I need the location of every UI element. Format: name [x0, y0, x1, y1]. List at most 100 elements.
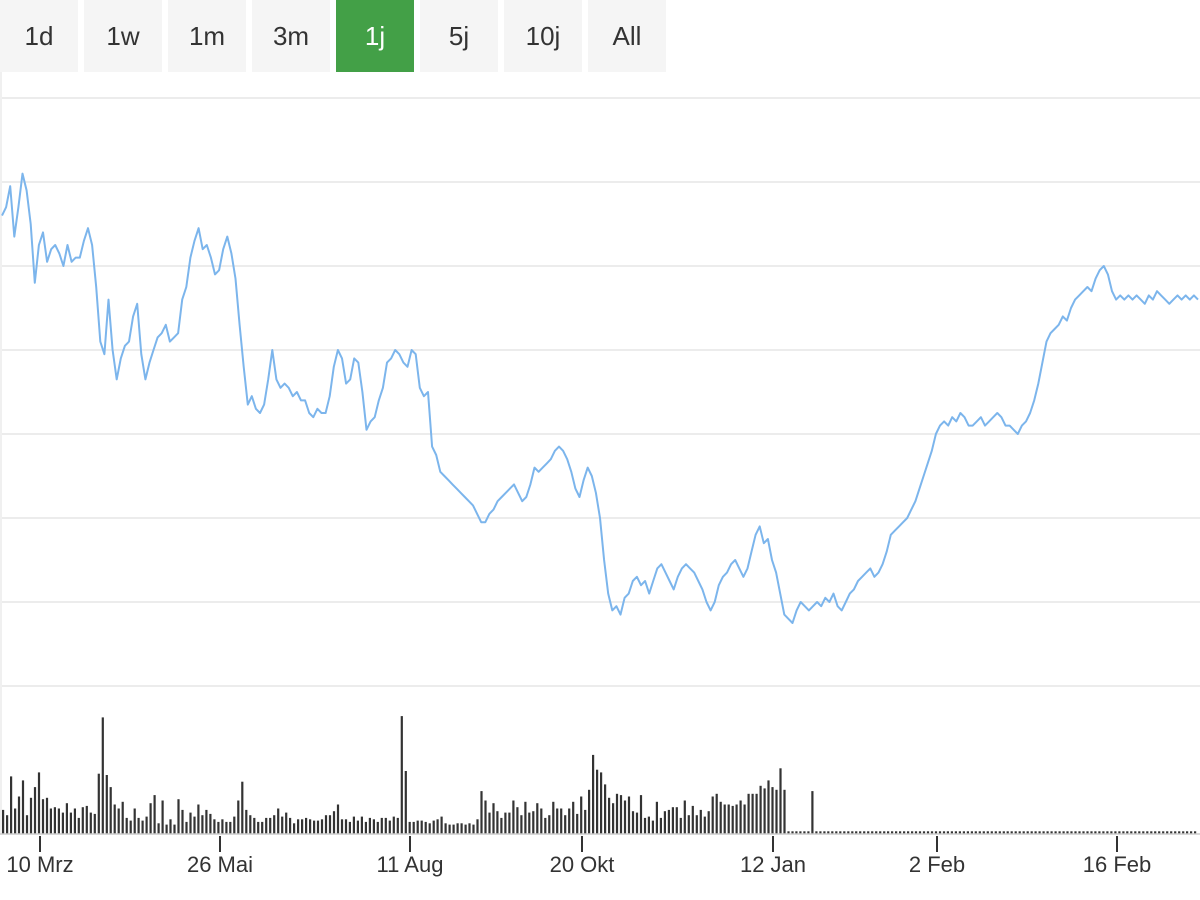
volume-bar — [1010, 831, 1013, 834]
volume-bar — [1186, 831, 1189, 834]
range-button-1w[interactable]: 1w — [84, 0, 162, 72]
volume-bar — [392, 816, 395, 834]
volume-bar — [528, 812, 531, 834]
volume-bar — [532, 811, 535, 834]
volume-bar — [743, 804, 746, 834]
volume-bar — [109, 787, 112, 834]
volume-bar — [938, 831, 942, 834]
volume-bar — [767, 780, 770, 834]
volume-bar — [269, 817, 272, 834]
volume-bar — [1098, 831, 1101, 834]
volume-bar — [181, 809, 184, 834]
volume-bar — [500, 817, 503, 834]
volume-bar — [934, 831, 938, 834]
volume-bar — [201, 815, 204, 834]
volume-bars — [2, 716, 1197, 834]
volume-bar — [1094, 831, 1097, 834]
volume-bar — [735, 804, 738, 834]
volume-bar — [448, 824, 451, 834]
volume-bar — [1038, 831, 1041, 834]
volume-bar — [552, 801, 555, 834]
volume-bar — [464, 824, 467, 834]
range-button-5j[interactable]: 5j — [420, 0, 498, 72]
range-button-1j[interactable]: 1j — [336, 0, 414, 72]
volume-bar — [313, 820, 316, 834]
volume-bar — [783, 789, 786, 834]
volume-bar — [958, 831, 961, 834]
range-button-1m[interactable]: 1m — [168, 0, 246, 72]
volume-bar — [93, 813, 96, 834]
volume-bar — [456, 823, 459, 834]
volume-bar — [1126, 831, 1129, 834]
volume-bar — [468, 823, 471, 834]
range-button-3m[interactable]: 3m — [252, 0, 330, 72]
volume-bar — [105, 775, 108, 834]
volume-bar — [612, 803, 615, 834]
volume-bar — [1050, 831, 1053, 834]
volume-bar — [623, 800, 627, 834]
volume-bar — [831, 831, 834, 834]
volume-bar — [1058, 831, 1061, 834]
volume-bar — [145, 816, 148, 834]
volume-bar — [14, 808, 17, 834]
volume-bar — [588, 789, 591, 834]
volume-bar — [847, 831, 850, 834]
x-tick-label: 11 Aug — [377, 852, 444, 877]
volume-bar — [436, 819, 439, 834]
volume-bar — [715, 793, 718, 834]
volume-bar — [727, 804, 730, 834]
volume-bar — [1182, 831, 1185, 834]
volume-bar — [69, 812, 72, 834]
volume-bar — [990, 831, 993, 834]
volume-bar — [277, 808, 280, 834]
range-button-1d[interactable]: 1d — [0, 0, 78, 72]
volume-bar — [1114, 831, 1117, 834]
volume-bar — [731, 805, 734, 834]
volume-bar — [428, 823, 431, 834]
volume-bar — [907, 831, 910, 834]
volume-bar — [1118, 831, 1121, 834]
volume-bar — [197, 804, 200, 834]
volume-bar — [293, 823, 296, 834]
volume-bar — [1106, 831, 1109, 834]
volume-bar — [424, 821, 427, 834]
volume-bar — [285, 812, 288, 834]
volume-bar — [484, 800, 487, 834]
volume-bar — [823, 831, 826, 834]
volume-bar — [45, 797, 49, 834]
x-tick-label: 16 Feb — [1083, 852, 1152, 877]
volume-bar — [368, 817, 371, 834]
volume-bar — [779, 768, 782, 834]
volume-bar — [301, 819, 304, 834]
volume-bar — [639, 795, 643, 834]
volume-bar — [807, 831, 810, 834]
volume-bar — [289, 817, 292, 834]
volume-bar — [580, 796, 583, 834]
volume-bar — [37, 772, 41, 834]
chart-gridlines — [0, 72, 1200, 834]
volume-bar — [891, 831, 894, 834]
x-tick-label: 2 Feb — [909, 852, 965, 877]
volume-bar — [384, 817, 387, 834]
volume-bar — [1062, 831, 1065, 834]
volume-bar — [679, 817, 682, 834]
volume-bar — [241, 781, 244, 834]
volume-bar — [819, 831, 822, 834]
volume-bar — [496, 811, 499, 834]
volume-bar — [460, 823, 463, 834]
volume-bar — [556, 808, 559, 834]
volume-bar — [273, 815, 276, 834]
volume-bar — [791, 831, 794, 834]
volume-bar — [29, 797, 33, 834]
range-button-10j[interactable]: 10j — [504, 0, 582, 72]
volume-bar — [608, 797, 611, 834]
volume-bar — [352, 816, 355, 834]
volume-bar — [472, 824, 475, 834]
volume-bar — [360, 816, 363, 834]
range-button-All[interactable]: All — [588, 0, 666, 72]
volume-bar — [918, 831, 922, 834]
volume-bar — [1170, 831, 1173, 834]
volume-bar — [887, 831, 890, 834]
volume-bar — [827, 831, 830, 834]
volume-bar — [911, 831, 914, 834]
